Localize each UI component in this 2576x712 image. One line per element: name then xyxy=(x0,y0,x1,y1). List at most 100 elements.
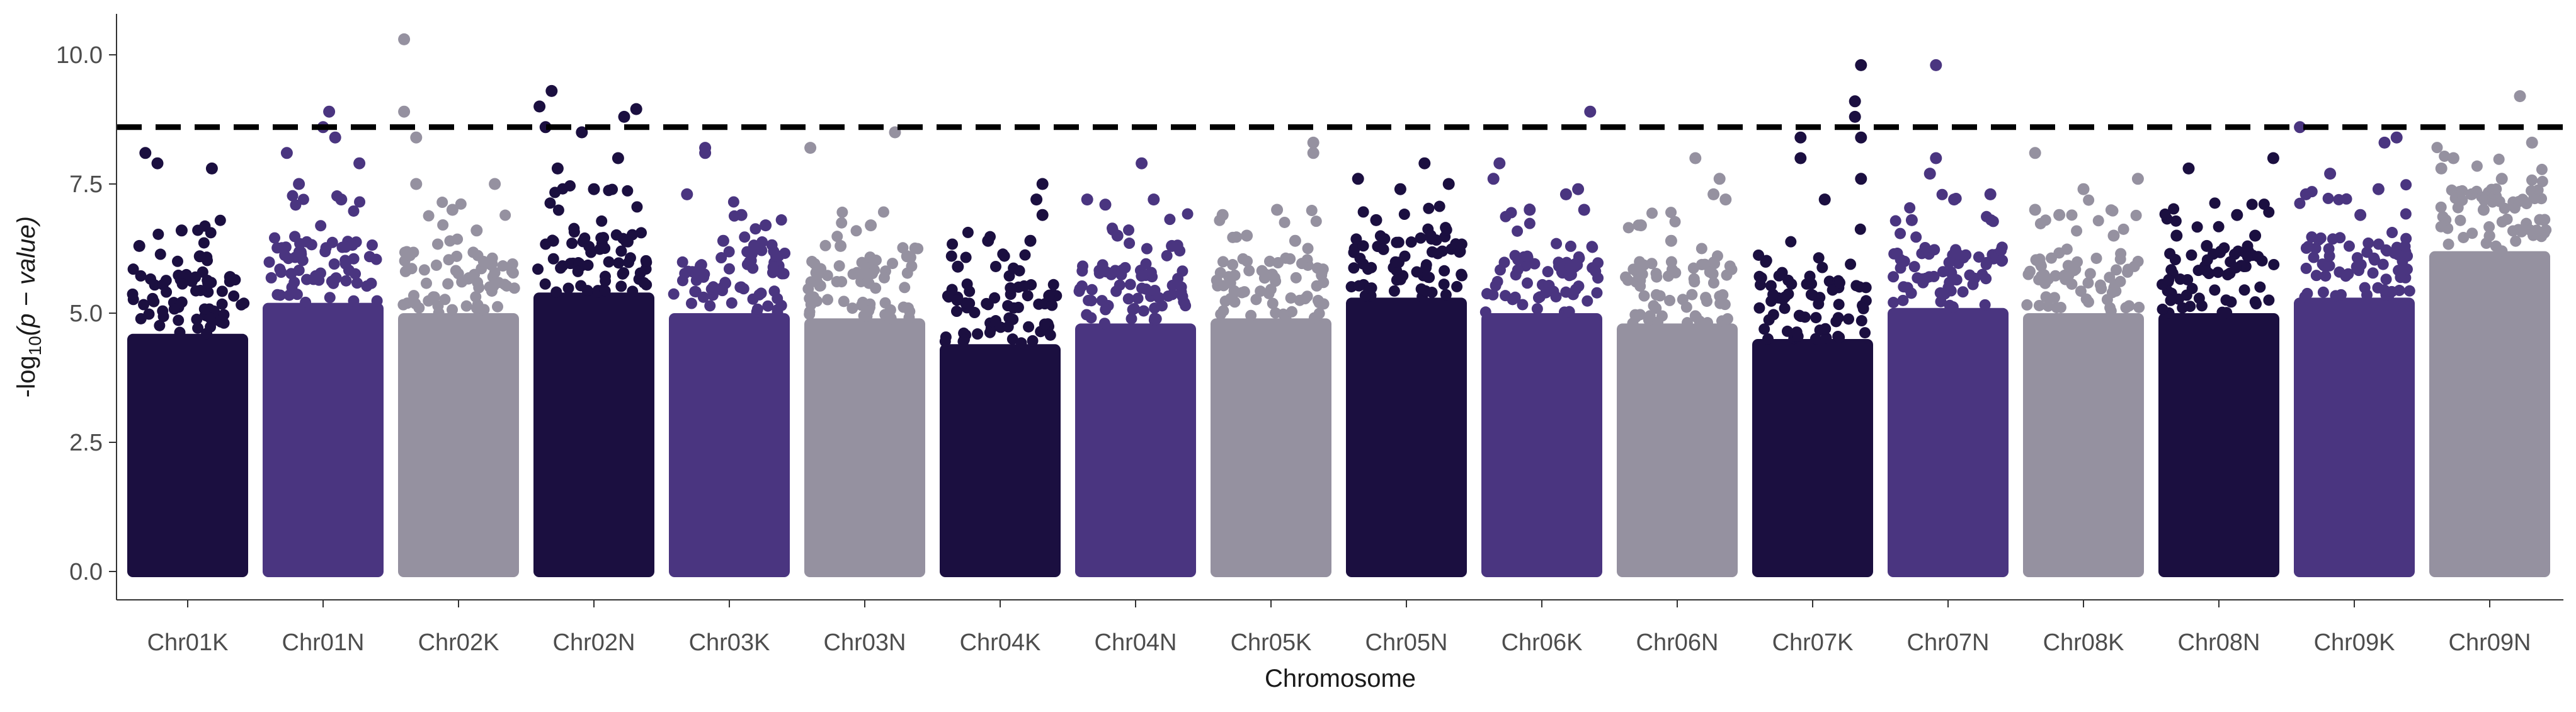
data-point xyxy=(1524,217,1536,229)
data-point xyxy=(1765,280,1777,292)
data-point xyxy=(1132,292,1144,304)
data-point xyxy=(1707,277,1719,289)
data-point xyxy=(1753,270,1765,282)
y-axis-title: -log10(p − value) xyxy=(13,216,45,398)
peak-point xyxy=(1166,239,1178,252)
chromosome-chr07n xyxy=(1888,59,2009,577)
data-point xyxy=(2105,204,2117,216)
data-point xyxy=(1563,270,1575,282)
peak-point xyxy=(1036,209,1049,221)
data-point xyxy=(506,258,518,270)
peak-point xyxy=(2231,209,2243,221)
data-point xyxy=(756,236,768,248)
data-point xyxy=(2327,233,2339,245)
data-point xyxy=(1651,271,1663,283)
data-point xyxy=(727,196,739,208)
data-point xyxy=(2263,206,2275,218)
data-point xyxy=(1491,275,1503,287)
point-band-chr08n xyxy=(2158,313,2279,577)
data-point xyxy=(2386,227,2398,239)
data-point xyxy=(2083,194,2095,206)
y-tick-label: 0.0 xyxy=(69,559,103,585)
data-point xyxy=(371,295,383,307)
data-point xyxy=(615,280,627,292)
x-tick-label: Chr02K xyxy=(418,629,499,656)
data-point xyxy=(631,201,643,213)
data-point xyxy=(2109,278,2121,290)
axes xyxy=(116,14,2563,600)
data-point xyxy=(297,193,309,205)
data-point xyxy=(1022,290,1034,302)
data-point xyxy=(997,248,1009,260)
data-point xyxy=(497,260,509,272)
data-point xyxy=(2203,268,2215,280)
data-point xyxy=(1542,266,1554,278)
data-point xyxy=(154,319,166,331)
data-point xyxy=(1227,259,1239,271)
data-point xyxy=(397,299,409,311)
peak-point xyxy=(1849,95,1861,108)
data-point xyxy=(450,265,462,277)
data-point xyxy=(1855,315,1867,327)
data-point xyxy=(2400,179,2412,191)
data-point xyxy=(152,228,164,240)
data-point xyxy=(1830,316,1842,328)
data-point xyxy=(289,231,301,243)
data-point xyxy=(499,209,511,221)
data-point xyxy=(1348,262,1360,274)
data-point xyxy=(811,269,823,281)
peak-point xyxy=(2107,229,2120,242)
peak-point xyxy=(1855,131,1867,144)
data-point xyxy=(1100,304,1112,316)
point-band-chr01n xyxy=(263,302,384,577)
data-point xyxy=(2165,294,2177,306)
data-point xyxy=(2180,289,2192,301)
data-point xyxy=(346,239,358,251)
data-point xyxy=(2456,194,2468,206)
data-point xyxy=(2092,215,2104,227)
data-point xyxy=(912,243,924,255)
data-point xyxy=(989,260,1001,272)
data-point xyxy=(1763,314,1775,326)
data-point xyxy=(1996,255,2008,267)
data-point xyxy=(2133,301,2145,313)
data-point xyxy=(160,275,172,287)
data-point xyxy=(1127,304,1139,316)
data-point xyxy=(2230,261,2242,273)
data-point xyxy=(1957,286,1969,298)
peak-point xyxy=(1241,229,1253,242)
data-point xyxy=(1704,266,1716,278)
data-point xyxy=(1008,302,1020,314)
data-point xyxy=(271,242,283,254)
data-point xyxy=(599,285,611,297)
peak-point xyxy=(1271,204,1284,216)
data-point xyxy=(2191,221,2203,233)
data-point xyxy=(566,238,578,250)
x-tick-label: Chr01K xyxy=(147,629,229,656)
data-point xyxy=(846,302,858,314)
data-point xyxy=(1947,301,1959,313)
data-point xyxy=(198,237,210,249)
data-point xyxy=(460,300,472,312)
data-point xyxy=(568,222,580,234)
peak-point xyxy=(551,162,564,175)
data-point xyxy=(1854,223,1866,235)
data-point xyxy=(283,289,295,301)
data-point xyxy=(2042,300,2054,312)
data-point xyxy=(1827,284,1838,296)
data-point xyxy=(1180,300,1192,312)
data-point xyxy=(361,280,373,292)
data-point xyxy=(1843,313,1855,325)
peak-point xyxy=(804,142,817,154)
data-point xyxy=(2034,217,2046,229)
data-point xyxy=(1888,271,1900,283)
data-point xyxy=(274,289,286,301)
data-point xyxy=(1043,290,1055,302)
data-point xyxy=(463,272,475,284)
data-point xyxy=(439,294,451,306)
data-point xyxy=(2333,193,2345,205)
data-point xyxy=(1570,284,1582,296)
data-point xyxy=(618,267,630,278)
data-point xyxy=(627,285,639,297)
data-point xyxy=(1182,208,1194,220)
